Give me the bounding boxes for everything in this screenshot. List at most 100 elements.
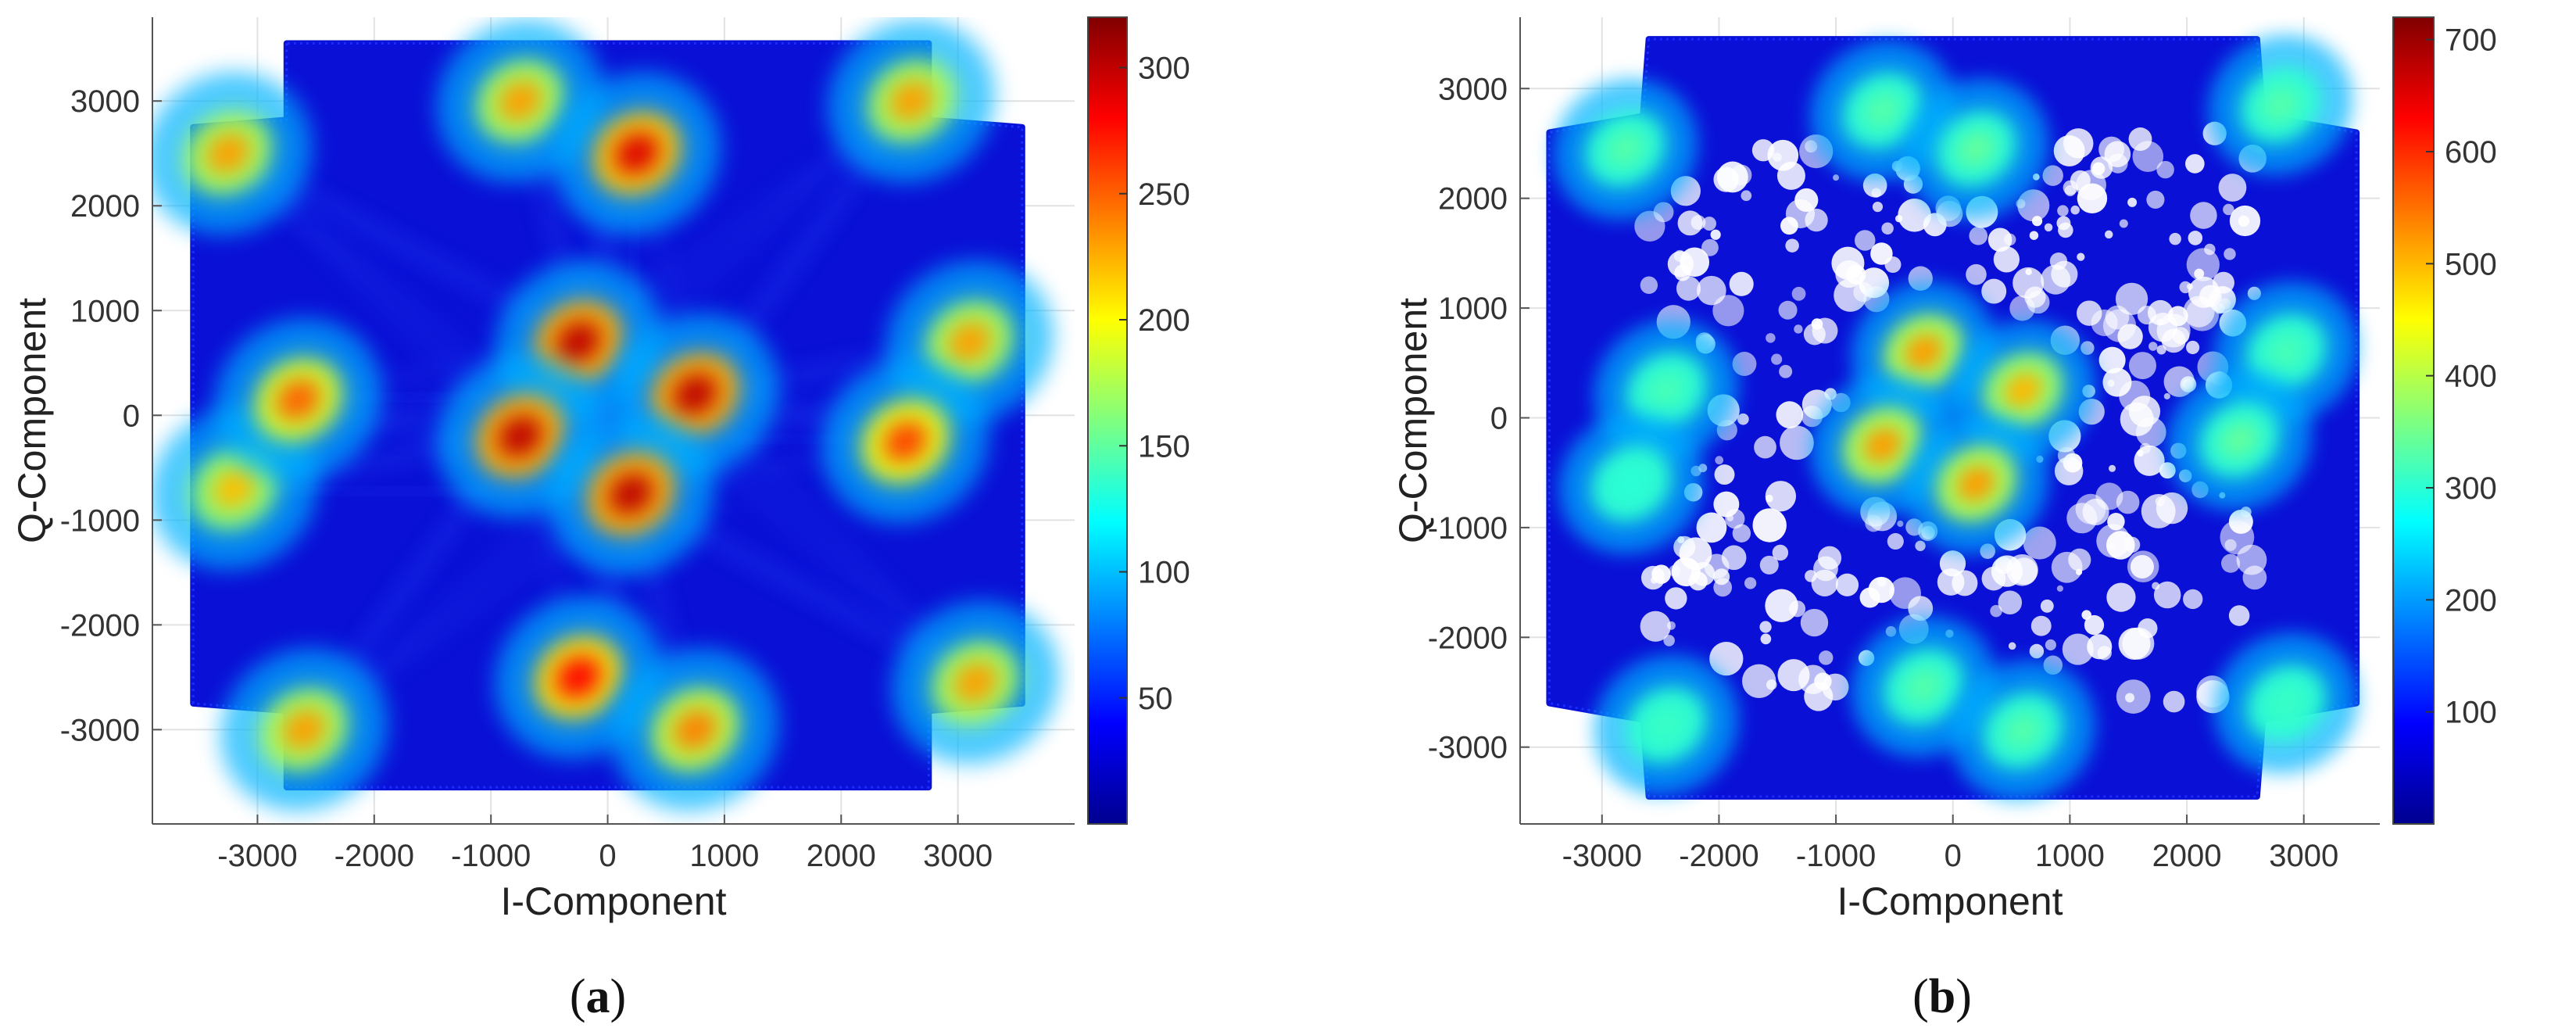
sparse-gap [2156,345,2166,355]
x-tick-label: -3000 [1562,839,1642,873]
sparse-gap [1726,514,1734,521]
cluster-core [609,473,653,514]
sparse-gap [2190,202,2217,229]
cluster-16 [891,600,1060,765]
cluster-core [2004,713,2042,749]
sparse-gap [1794,188,1819,213]
cluster-13 [1594,654,1739,796]
sparse-gap [2062,633,2094,665]
cluster-core [953,661,998,704]
sparse-gap [2077,252,2085,261]
caption-b: (b) [1912,970,1972,1023]
sparse-gap [1709,641,1744,676]
x-tick-label: -2000 [1679,839,1758,873]
cluster-12 [1904,413,2049,554]
sparse-gap [1713,167,1739,192]
sparse-gap [2008,642,2016,650]
x-tick-label: 1000 [689,839,759,873]
sparse-gap [2221,553,2241,573]
y-tick-label: -2000 [60,608,140,643]
sparse-gap [1833,174,1840,181]
cluster-1 [152,72,313,235]
sparse-gap [1741,190,1752,202]
y-tick-label: 2000 [70,189,140,224]
sparse-gap [1714,464,1735,485]
cluster-core [2267,685,2306,722]
x-tick-labels-b: -3000 -2000 -1000 0 1000 2000 3000 [1562,815,2338,873]
sparse-gap [2183,295,2215,328]
x-tick-labels-a: -3000 -2000 -1000 0 1000 2000 3000 [217,815,993,873]
sparse-gap [1995,557,2012,575]
sparse-gap [1776,401,1804,429]
sparse-gap [1952,570,1978,596]
sparse-gap [2056,585,2063,592]
y-tick-labels-b: -3000 -2000 -1000 0 1000 2000 3000 [1428,72,1530,765]
x-tick-label: 0 [599,839,616,873]
cluster-core [614,133,660,174]
x-tick-label: -3000 [217,839,297,873]
sparse-gap [2124,693,2135,703]
cluster-core [498,415,542,457]
sparse-gap [1859,267,1890,299]
cluster-core [556,321,601,363]
cluster-core [947,321,992,363]
sparse-gap [1679,537,1712,571]
panel-b: -3000 -2000 -1000 0 1000 2000 3000 -3000-2000-… [1391,16,2497,1023]
sparse-gap [2051,551,2083,583]
cluster-core [1904,334,1943,370]
sparse-gap [1697,275,1726,306]
sparse-gap [2070,170,2091,191]
cluster-core [1957,466,1996,502]
sparse-gap [1897,520,1904,528]
sparse-gap [2098,346,2126,374]
sparse-gap [2023,526,2056,560]
sparse-gap [1760,633,1772,645]
sparse-gap [2025,268,2032,276]
sparse-gap [2156,160,2174,179]
cluster-3 [553,72,721,235]
sparse-gap [1868,576,1894,603]
cluster-core [1957,131,1996,167]
sparse-gap [1966,263,1987,285]
cluster-core [1647,707,1686,743]
cluster-1 [1553,78,1698,220]
x-axis-label-a: I-Component [500,879,726,923]
sparse-gap [1814,672,1832,690]
cluster-6 [1558,413,1704,554]
sparse-gap [1870,242,1893,265]
sparse-gap [2116,490,2140,514]
clusters-a [152,20,1060,811]
sparse-gap [1752,508,1787,543]
y-tick-label: 1000 [70,294,140,328]
sparse-gap [1887,532,1904,550]
sparse-gap [1765,494,1773,503]
sparse-gap [2115,282,2148,315]
sparse-gap [1721,545,1747,571]
sparse-gap [2130,554,2154,579]
sparse-gap [1819,650,1834,665]
sparse-gap [1969,226,1988,245]
sparse-gap [1674,264,1691,281]
sparse-gap [2218,174,2247,202]
sparse-gap [1696,512,1727,543]
colorbar-tick-label: 250 [1138,177,1190,212]
sparse-gap [2017,189,2050,222]
sparse-gap [1759,555,1779,575]
sparse-gap [1812,317,1838,344]
colorbar-tick-label: 500 [2445,247,2497,281]
sparse-gap [1767,139,1799,171]
sparse-gap [1701,238,1719,256]
sparse-gap [2137,449,2144,457]
clusters-b [1553,34,2359,801]
cluster-core [2004,372,2042,409]
sparse-gap [1677,535,1685,543]
x-tick-label: 1000 [2035,839,2105,873]
sparse-gap [2044,223,2053,232]
sparse-gap [2058,222,2073,238]
sparse-gap [1800,608,1829,637]
sparse-gap [2040,599,2054,613]
cluster-core [276,379,320,421]
sparse-gap [2146,190,2165,209]
sparse-gap [1780,217,1798,235]
